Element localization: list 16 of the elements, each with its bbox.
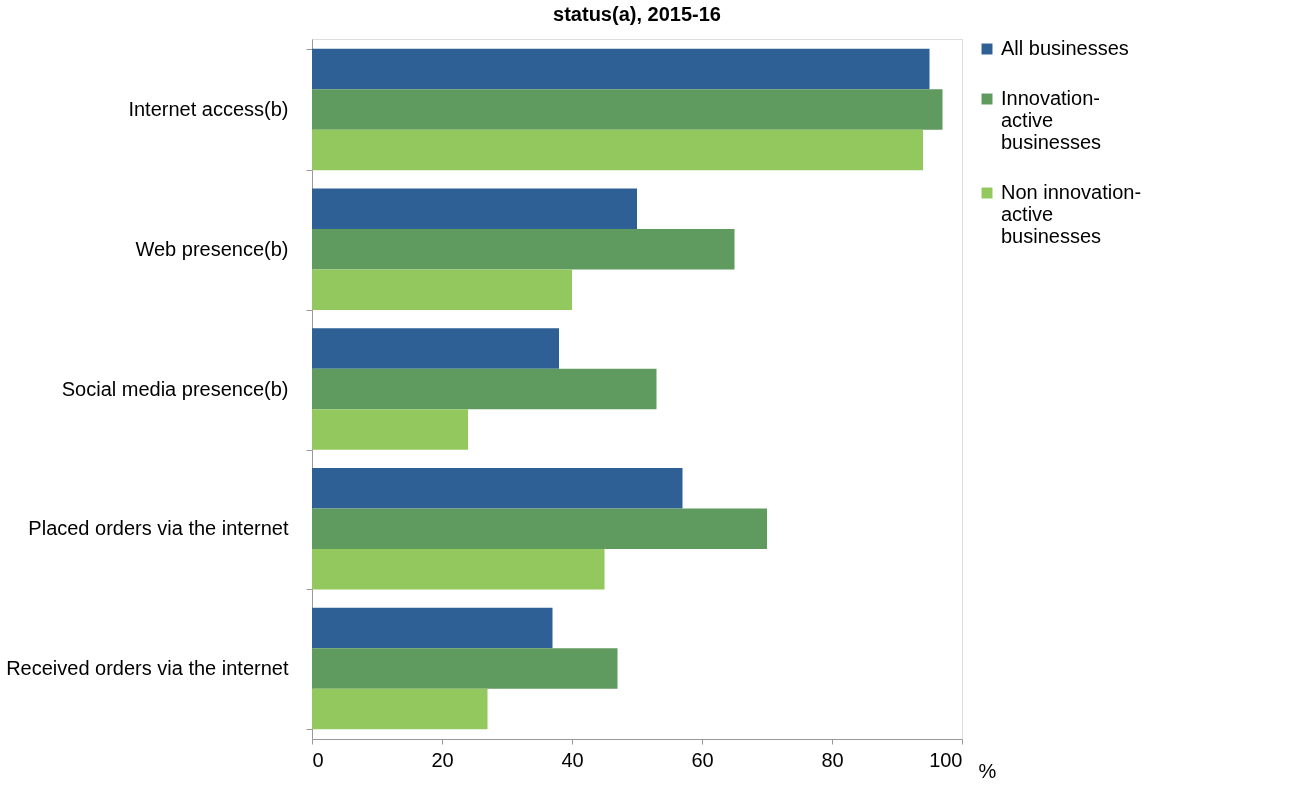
x-tick-label: 80: [821, 748, 844, 771]
chart-title: status(a), 2015-16: [553, 3, 721, 25]
x-tick-label: 0: [312, 748, 324, 771]
y-tick-label: Received orders via the internet: [6, 656, 289, 679]
x-tick-label: 100: [929, 748, 963, 771]
legend-label: Non innovation-active businesses: [1001, 181, 1142, 247]
y-tick-label: Social media presence(b): [61, 377, 289, 400]
y-tick-label: Internet access(b): [128, 98, 289, 121]
y-tick-label: Placed orders via the internet: [28, 517, 289, 540]
x-tick-label: 60: [691, 748, 714, 771]
legend-label: All businesses: [1001, 37, 1129, 59]
y-tick-label: Web presence(b): [135, 237, 289, 260]
x-axis-title: %: [978, 759, 997, 782]
legend-label: Innovation-active businesses: [1001, 87, 1102, 153]
x-tick-label: 20: [431, 748, 454, 771]
x-tick-label: 40: [561, 748, 584, 771]
